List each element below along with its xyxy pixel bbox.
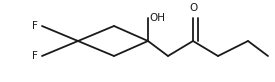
Text: F: F (32, 51, 38, 61)
Text: OH: OH (149, 13, 165, 23)
Text: O: O (189, 3, 197, 13)
Text: F: F (32, 21, 38, 31)
